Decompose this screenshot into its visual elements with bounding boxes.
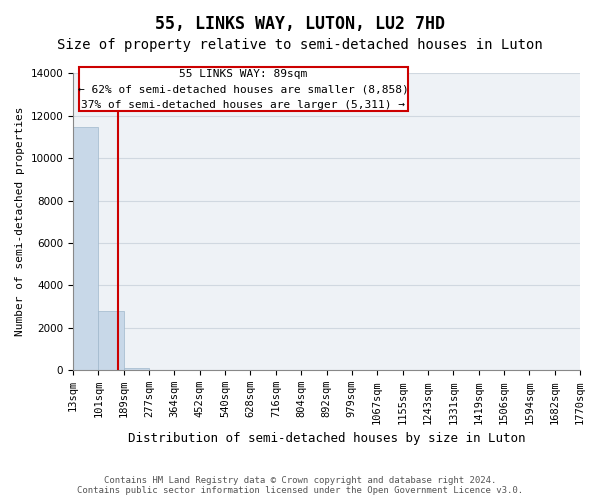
Bar [98, 311, 124, 370]
Y-axis label: Number of semi-detached properties: Number of semi-detached properties [15, 107, 25, 336]
Text: 55, LINKS WAY, LUTON, LU2 7HD: 55, LINKS WAY, LUTON, LU2 7HD [155, 15, 445, 33]
Bar [124, 368, 149, 370]
X-axis label: Distribution of semi-detached houses by size in Luton: Distribution of semi-detached houses by … [128, 432, 525, 445]
Text: 55 LINKS WAY: 89sqm
← 62% of semi-detached houses are smaller (8,858)
37% of sem: 55 LINKS WAY: 89sqm ← 62% of semi-detach… [78, 68, 409, 110]
Bar [73, 126, 98, 370]
Text: Contains HM Land Registry data © Crown copyright and database right 2024.
Contai: Contains HM Land Registry data © Crown c… [77, 476, 523, 495]
Text: Size of property relative to semi-detached houses in Luton: Size of property relative to semi-detach… [57, 38, 543, 52]
FancyBboxPatch shape [79, 67, 408, 112]
